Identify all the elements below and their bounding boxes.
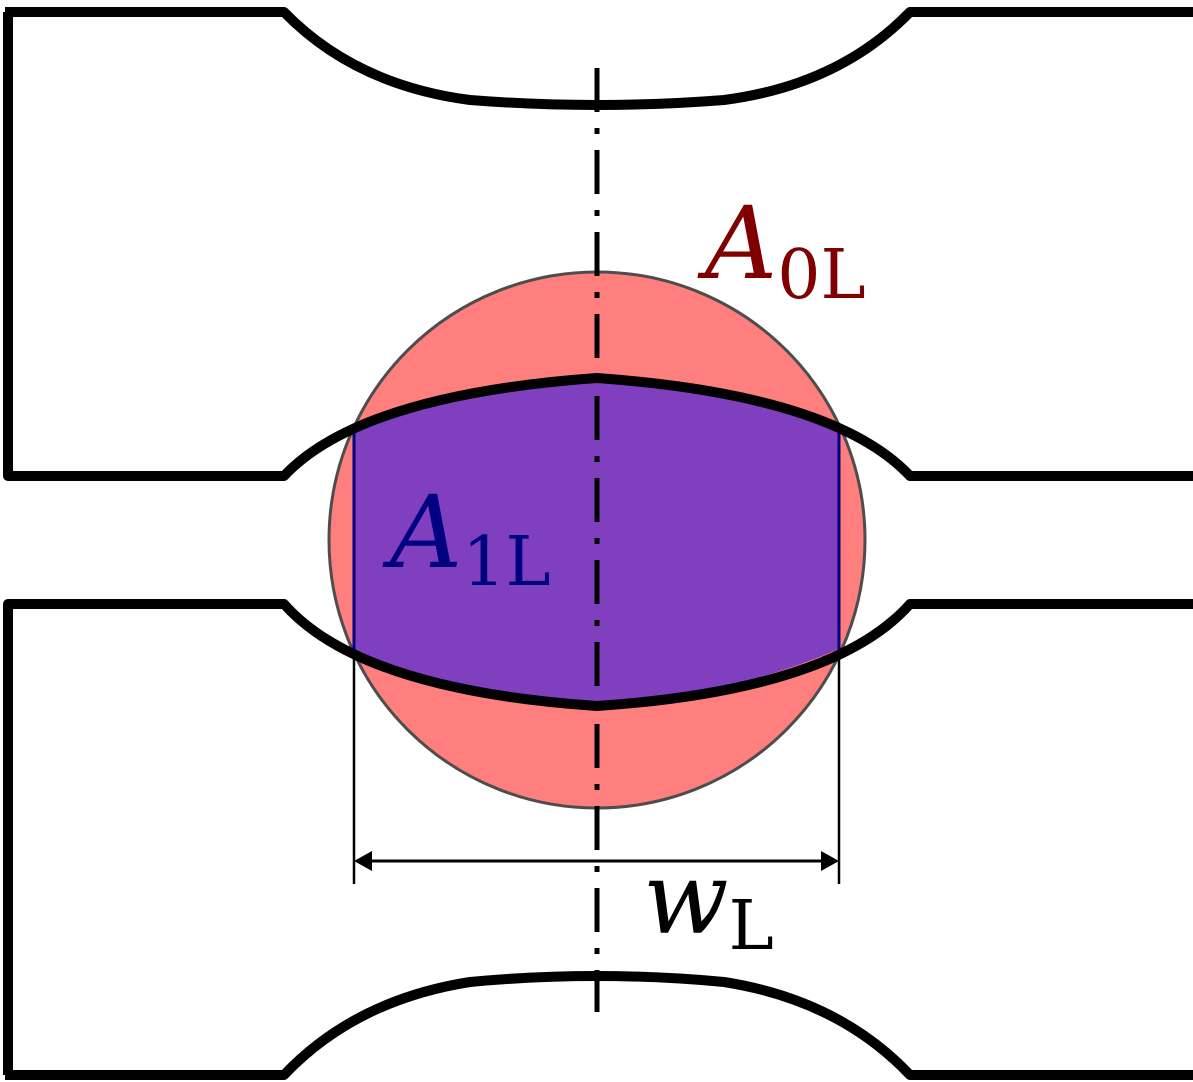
dimension-arrow-right <box>821 851 839 871</box>
label-a0l: A0L <box>697 185 866 315</box>
dimension-arrow-left <box>354 851 372 871</box>
label-a1l: A1L <box>382 474 551 602</box>
label-wl: wL <box>643 840 774 966</box>
